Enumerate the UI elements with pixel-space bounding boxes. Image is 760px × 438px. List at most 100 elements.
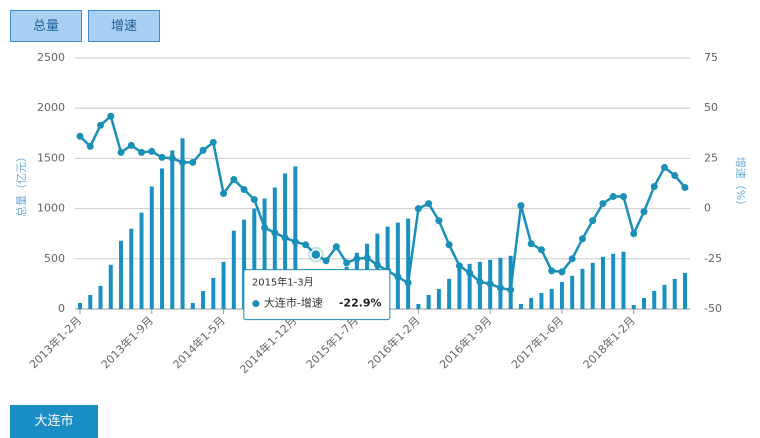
bar xyxy=(149,186,154,309)
growth-point xyxy=(671,171,679,179)
bar xyxy=(539,292,544,309)
growth-point xyxy=(599,200,607,208)
bar xyxy=(272,187,277,309)
growth-point xyxy=(507,286,515,294)
growth-point xyxy=(107,112,115,120)
growth-point xyxy=(517,202,525,210)
bar xyxy=(549,288,554,309)
growth-point xyxy=(261,224,269,232)
bar xyxy=(231,230,236,309)
bar xyxy=(662,284,667,309)
growth-point xyxy=(158,153,166,161)
bar xyxy=(477,261,482,309)
growth-point xyxy=(353,255,361,263)
growth-point xyxy=(476,278,484,286)
x-tick-label: 2015年1-7月 xyxy=(303,313,361,371)
tooltip-box xyxy=(243,269,391,321)
growth-button[interactable]: 增速 xyxy=(88,10,160,42)
growth-point xyxy=(589,217,597,225)
x-tick-label: 2013年1-2月 xyxy=(26,313,84,371)
growth-point xyxy=(199,146,207,154)
bar xyxy=(498,257,503,309)
bar xyxy=(570,275,575,309)
growth-point xyxy=(138,148,146,156)
y-tick-label: 1500 xyxy=(37,151,65,164)
growth-point xyxy=(660,163,668,171)
bar xyxy=(641,297,646,309)
growth-point xyxy=(209,138,217,146)
bar xyxy=(683,272,687,309)
bar xyxy=(242,219,247,309)
bar xyxy=(78,302,82,309)
bar xyxy=(529,297,534,309)
y2-tick-label: -25 xyxy=(704,252,722,265)
x-tick-label: 2016年1-2月 xyxy=(365,313,423,371)
bar xyxy=(88,294,93,309)
growth-point xyxy=(466,269,474,277)
bar xyxy=(252,208,257,309)
bar xyxy=(221,261,226,309)
growth-point xyxy=(548,267,556,275)
growth-point xyxy=(630,230,638,238)
bar xyxy=(447,278,452,309)
tooltip-dot xyxy=(252,300,260,308)
bar xyxy=(139,212,144,309)
growth-point xyxy=(404,279,412,287)
bar xyxy=(98,285,103,309)
growth-point xyxy=(168,154,176,162)
x-tick-label: 2018年1-2月 xyxy=(580,313,638,371)
growth-point xyxy=(435,217,443,225)
total-button[interactable]: 总量 xyxy=(10,10,82,42)
growth-point xyxy=(394,273,402,281)
bar xyxy=(436,288,441,309)
y2-tick-label: 25 xyxy=(704,151,718,164)
bar xyxy=(631,304,636,309)
bar xyxy=(426,294,431,309)
y2-tick-label: 0 xyxy=(704,202,711,215)
bar xyxy=(518,303,523,309)
city-tab[interactable]: 大连市 xyxy=(10,405,98,438)
growth-point xyxy=(332,243,340,251)
growth-point xyxy=(681,184,689,192)
y2-axis-label: 增速（%） xyxy=(734,157,748,211)
growth-point xyxy=(271,229,279,237)
x-tick-label: 2014年1-5月 xyxy=(170,313,228,371)
bar xyxy=(416,303,421,309)
growth-point xyxy=(527,240,535,248)
growth-point xyxy=(148,147,156,155)
growth-point xyxy=(76,132,84,140)
bar xyxy=(293,166,298,309)
bar xyxy=(283,173,288,309)
x-tick-label: 2014年1-12月 xyxy=(237,313,300,376)
y-tick-label: 1000 xyxy=(37,202,65,215)
growth-point xyxy=(445,241,453,249)
growth-point xyxy=(127,141,135,149)
bar xyxy=(262,198,267,309)
y2-tick-label: 50 xyxy=(704,101,718,114)
bar xyxy=(559,281,564,309)
bar xyxy=(160,168,165,309)
growth-point xyxy=(650,183,658,191)
growth-point xyxy=(86,142,94,150)
growth-point xyxy=(578,235,586,243)
bar xyxy=(457,268,462,309)
bar xyxy=(180,138,185,309)
growth-point xyxy=(496,284,504,292)
growth-point xyxy=(97,121,105,129)
bar xyxy=(170,150,175,309)
tooltip-value: -22.9% xyxy=(339,297,382,310)
growth-point xyxy=(343,259,351,267)
growth-point xyxy=(455,262,463,270)
chart: 总量（亿元） 增速（%） 0 500 1000 1500 2000 2500 -50 -25 0… xyxy=(14,51,748,376)
growth-point xyxy=(220,190,228,198)
bar xyxy=(590,262,595,309)
bar xyxy=(119,240,124,309)
growth-point xyxy=(281,234,289,242)
x-tick-label: 2017年1-6月 xyxy=(508,313,566,371)
bar xyxy=(652,290,657,309)
growth-point xyxy=(363,254,371,262)
bar xyxy=(108,264,113,309)
bar xyxy=(406,218,411,309)
